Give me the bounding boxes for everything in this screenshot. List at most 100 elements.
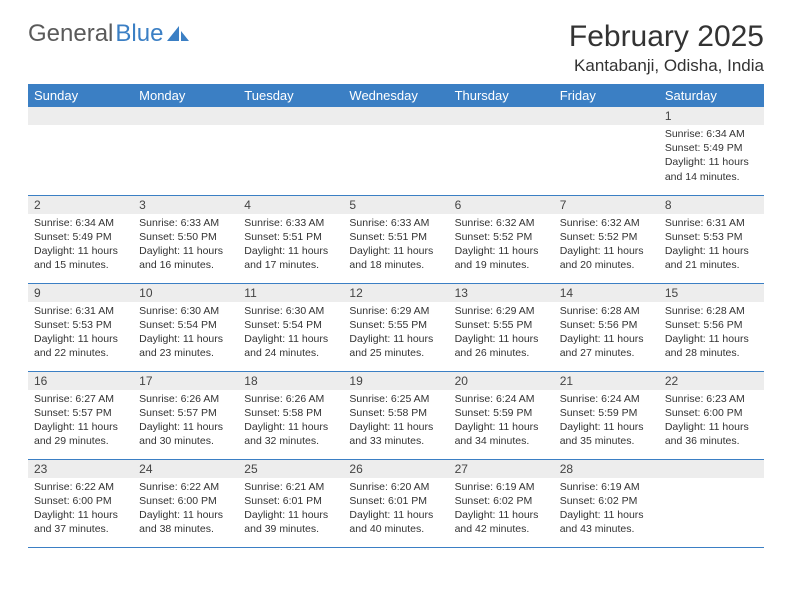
sunrise-text: Sunrise: 6:28 AM [560, 304, 653, 318]
daylight-text: Daylight: 11 hours and 42 minutes. [455, 508, 548, 536]
sunrise-text: Sunrise: 6:20 AM [349, 480, 442, 494]
day-number: 9 [28, 284, 133, 302]
daylight-text: Daylight: 11 hours and 28 minutes. [665, 332, 758, 360]
daylight-text: Daylight: 11 hours and 38 minutes. [139, 508, 232, 536]
day-cell: 8Sunrise: 6:31 AMSunset: 5:53 PMDaylight… [659, 195, 764, 283]
day-cell: 14Sunrise: 6:28 AMSunset: 5:56 PMDayligh… [554, 283, 659, 371]
sunset-text: Sunset: 5:53 PM [34, 318, 127, 332]
daylight-text: Daylight: 11 hours and 17 minutes. [244, 244, 337, 272]
day-cell: 10Sunrise: 6:30 AMSunset: 5:54 PMDayligh… [133, 283, 238, 371]
sunrise-text: Sunrise: 6:34 AM [34, 216, 127, 230]
calendar-week-row: 16Sunrise: 6:27 AMSunset: 5:57 PMDayligh… [28, 371, 764, 459]
empty-day [449, 107, 554, 125]
day-cell: 12Sunrise: 6:29 AMSunset: 5:55 PMDayligh… [343, 283, 448, 371]
sunset-text: Sunset: 5:59 PM [455, 406, 548, 420]
sunset-text: Sunset: 5:50 PM [139, 230, 232, 244]
day-cell: 21Sunrise: 6:24 AMSunset: 5:59 PMDayligh… [554, 371, 659, 459]
weekday-header-row: Sunday Monday Tuesday Wednesday Thursday… [28, 84, 764, 107]
day-content: Sunrise: 6:27 AMSunset: 5:57 PMDaylight:… [28, 390, 133, 453]
sunrise-text: Sunrise: 6:34 AM [665, 127, 758, 141]
day-number: 13 [449, 284, 554, 302]
sunrise-text: Sunrise: 6:30 AM [139, 304, 232, 318]
daylight-text: Daylight: 11 hours and 40 minutes. [349, 508, 442, 536]
weekday-header: Tuesday [238, 84, 343, 107]
day-cell: 11Sunrise: 6:30 AMSunset: 5:54 PMDayligh… [238, 283, 343, 371]
day-content: Sunrise: 6:30 AMSunset: 5:54 PMDaylight:… [238, 302, 343, 365]
day-number: 6 [449, 196, 554, 214]
day-number: 19 [343, 372, 448, 390]
day-cell [343, 107, 448, 195]
day-number: 14 [554, 284, 659, 302]
weekday-header: Wednesday [343, 84, 448, 107]
sunset-text: Sunset: 5:58 PM [244, 406, 337, 420]
sunset-text: Sunset: 6:01 PM [349, 494, 442, 508]
sunset-text: Sunset: 5:49 PM [665, 141, 758, 155]
calendar-table: Sunday Monday Tuesday Wednesday Thursday… [28, 84, 764, 548]
day-content: Sunrise: 6:29 AMSunset: 5:55 PMDaylight:… [449, 302, 554, 365]
sunrise-text: Sunrise: 6:22 AM [34, 480, 127, 494]
day-content: Sunrise: 6:22 AMSunset: 6:00 PMDaylight:… [133, 478, 238, 541]
day-number: 28 [554, 460, 659, 478]
day-cell: 23Sunrise: 6:22 AMSunset: 6:00 PMDayligh… [28, 459, 133, 547]
day-cell [449, 107, 554, 195]
day-content: Sunrise: 6:33 AMSunset: 5:50 PMDaylight:… [133, 214, 238, 277]
empty-day [238, 107, 343, 125]
day-number: 8 [659, 196, 764, 214]
empty-day [554, 107, 659, 125]
sunset-text: Sunset: 6:00 PM [665, 406, 758, 420]
daylight-text: Daylight: 11 hours and 22 minutes. [34, 332, 127, 360]
empty-day [28, 107, 133, 125]
empty-day [133, 107, 238, 125]
day-content: Sunrise: 6:19 AMSunset: 6:02 PMDaylight:… [554, 478, 659, 541]
brand-part1: General [28, 20, 113, 48]
sunrise-text: Sunrise: 6:29 AM [455, 304, 548, 318]
daylight-text: Daylight: 11 hours and 34 minutes. [455, 420, 548, 448]
daylight-text: Daylight: 11 hours and 14 minutes. [665, 155, 758, 183]
day-number: 10 [133, 284, 238, 302]
day-cell: 19Sunrise: 6:25 AMSunset: 5:58 PMDayligh… [343, 371, 448, 459]
day-cell: 5Sunrise: 6:33 AMSunset: 5:51 PMDaylight… [343, 195, 448, 283]
day-cell [659, 459, 764, 547]
weekday-header: Thursday [449, 84, 554, 107]
sunrise-text: Sunrise: 6:26 AM [139, 392, 232, 406]
day-number: 20 [449, 372, 554, 390]
sunrise-text: Sunrise: 6:31 AM [34, 304, 127, 318]
daylight-text: Daylight: 11 hours and 16 minutes. [139, 244, 232, 272]
daylight-text: Daylight: 11 hours and 30 minutes. [139, 420, 232, 448]
brand-logo: GeneralBlue [28, 20, 189, 48]
sunset-text: Sunset: 5:52 PM [560, 230, 653, 244]
day-cell: 24Sunrise: 6:22 AMSunset: 6:00 PMDayligh… [133, 459, 238, 547]
day-cell: 20 Sunrise: 6:24 AMSunset: 5:59 PMDayligh… [449, 371, 554, 459]
sunrise-text: Sunrise: 6:26 AM [244, 392, 337, 406]
empty-day [659, 460, 764, 478]
daylight-text: Daylight: 11 hours and 25 minutes. [349, 332, 442, 360]
daylight-text: Daylight: 11 hours and 24 minutes. [244, 332, 337, 360]
sunrise-text: Sunrise: 6:32 AM [560, 216, 653, 230]
daylight-text: Daylight: 11 hours and 33 minutes. [349, 420, 442, 448]
day-cell: 3Sunrise: 6:33 AMSunset: 5:50 PMDaylight… [133, 195, 238, 283]
day-number: 25 [238, 460, 343, 478]
daylight-text: Daylight: 11 hours and 19 minutes. [455, 244, 548, 272]
daylight-text: Daylight: 11 hours and 39 minutes. [244, 508, 337, 536]
day-cell: 2Sunrise: 6:34 AMSunset: 5:49 PMDaylight… [28, 195, 133, 283]
sunrise-text: Sunrise: 6:24 AM [455, 392, 548, 406]
daylight-text: Daylight: 11 hours and 20 minutes. [560, 244, 653, 272]
header: GeneralBlue February 2025 Kantabanji, Od… [28, 20, 764, 76]
day-cell [554, 107, 659, 195]
day-cell: 6Sunrise: 6:32 AMSunset: 5:52 PMDaylight… [449, 195, 554, 283]
day-content: Sunrise: 6:19 AMSunset: 6:02 PMDaylight:… [449, 478, 554, 541]
sunrise-text: Sunrise: 6:29 AM [349, 304, 442, 318]
sunset-text: Sunset: 5:49 PM [34, 230, 127, 244]
day-cell: 18Sunrise: 6:26 AMSunset: 5:58 PMDayligh… [238, 371, 343, 459]
daylight-text: Daylight: 11 hours and 21 minutes. [665, 244, 758, 272]
daylight-text: Daylight: 11 hours and 36 minutes. [665, 420, 758, 448]
calendar-page: GeneralBlue February 2025 Kantabanji, Od… [0, 0, 792, 568]
day-cell: 17Sunrise: 6:26 AMSunset: 5:57 PMDayligh… [133, 371, 238, 459]
day-cell: 26Sunrise: 6:20 AMSunset: 6:01 PMDayligh… [343, 459, 448, 547]
sunset-text: Sunset: 5:56 PM [560, 318, 653, 332]
sunset-text: Sunset: 5:57 PM [139, 406, 232, 420]
sunset-text: Sunset: 6:00 PM [34, 494, 127, 508]
daylight-text: Daylight: 11 hours and 32 minutes. [244, 420, 337, 448]
day-content: Sunrise: 6:33 AMSunset: 5:51 PMDaylight:… [238, 214, 343, 277]
weekday-header: Friday [554, 84, 659, 107]
